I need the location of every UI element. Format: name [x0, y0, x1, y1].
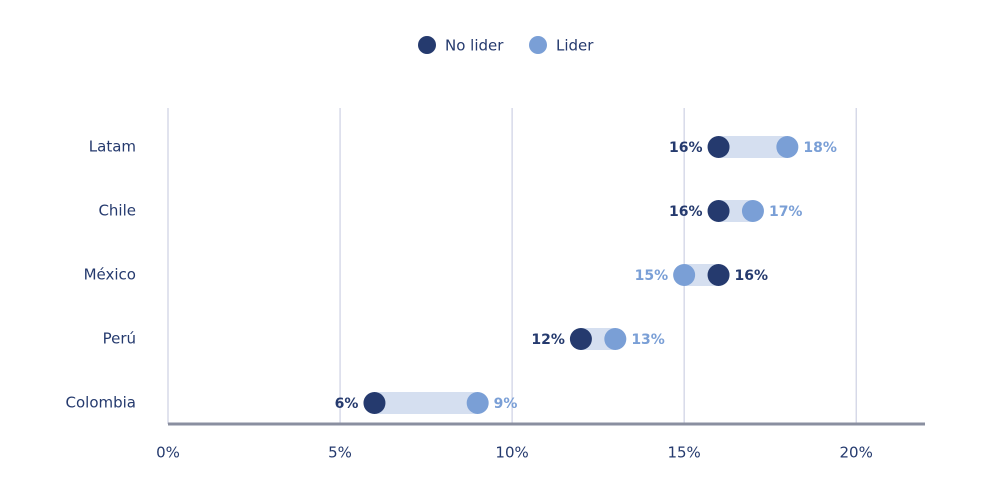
legend-label: No lider	[445, 37, 504, 55]
y-tick-label: Chile	[98, 202, 136, 220]
legend-label: Lider	[556, 37, 594, 55]
value-label: 12%	[531, 332, 565, 348]
dot	[707, 136, 730, 158]
x-tick-label: 15%	[667, 444, 700, 462]
value-label: 9%	[494, 396, 518, 412]
value-label: 18%	[803, 140, 837, 156]
y-tick-label: Colombia	[66, 394, 137, 412]
value-label: 6%	[335, 396, 359, 412]
dot	[604, 328, 627, 350]
x-tick-label: 20%	[840, 444, 873, 462]
dot	[363, 392, 386, 414]
x-tick-label: 0%	[156, 444, 180, 462]
value-label: 15%	[635, 268, 669, 284]
value-label: 16%	[735, 268, 769, 284]
value-label: 16%	[669, 140, 703, 156]
value-label: 16%	[669, 204, 703, 220]
y-tick-label: Latam	[89, 138, 136, 156]
dot	[707, 264, 730, 286]
y-tick-label: México	[84, 266, 136, 284]
y-tick-label: Perú	[103, 330, 136, 348]
dot	[707, 200, 730, 222]
x-tick-label: 10%	[495, 444, 528, 462]
value-label: 13%	[631, 332, 665, 348]
dot	[466, 392, 489, 414]
value-label: 17%	[769, 204, 803, 220]
dot	[569, 328, 592, 350]
dot	[776, 136, 799, 158]
dot	[741, 200, 764, 222]
legend-marker	[418, 36, 436, 54]
dot	[673, 264, 696, 286]
x-tick-label: 5%	[328, 444, 352, 462]
legend-marker	[529, 36, 547, 54]
